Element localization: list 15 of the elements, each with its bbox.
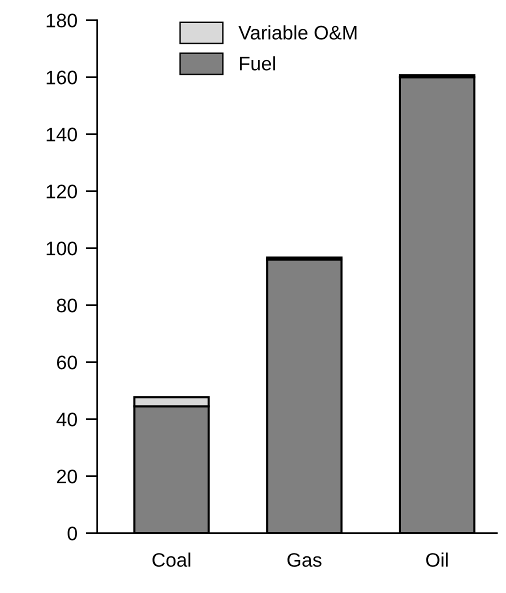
x-tick-label: Oil xyxy=(426,552,448,567)
y-tick-label: 160 xyxy=(46,70,77,84)
x-tick-label: Gas xyxy=(287,553,322,567)
y-tick-label: 120 xyxy=(46,184,77,198)
legend-label: Variable O&M xyxy=(238,25,356,40)
y-tick-label: 180 xyxy=(46,14,77,28)
y-tick-label: 100 xyxy=(46,242,77,256)
y-tick-label: 0 xyxy=(68,526,77,540)
x-tick-label: Coal xyxy=(152,552,190,567)
y-tick-label: 80 xyxy=(56,298,77,312)
legend-label: Fuel xyxy=(240,56,275,70)
y-tick-label: 140 xyxy=(46,128,77,142)
y-tick-label: 60 xyxy=(57,356,77,370)
y-tick-label: 20 xyxy=(57,470,77,484)
y-tick-label: 40 xyxy=(56,412,77,426)
